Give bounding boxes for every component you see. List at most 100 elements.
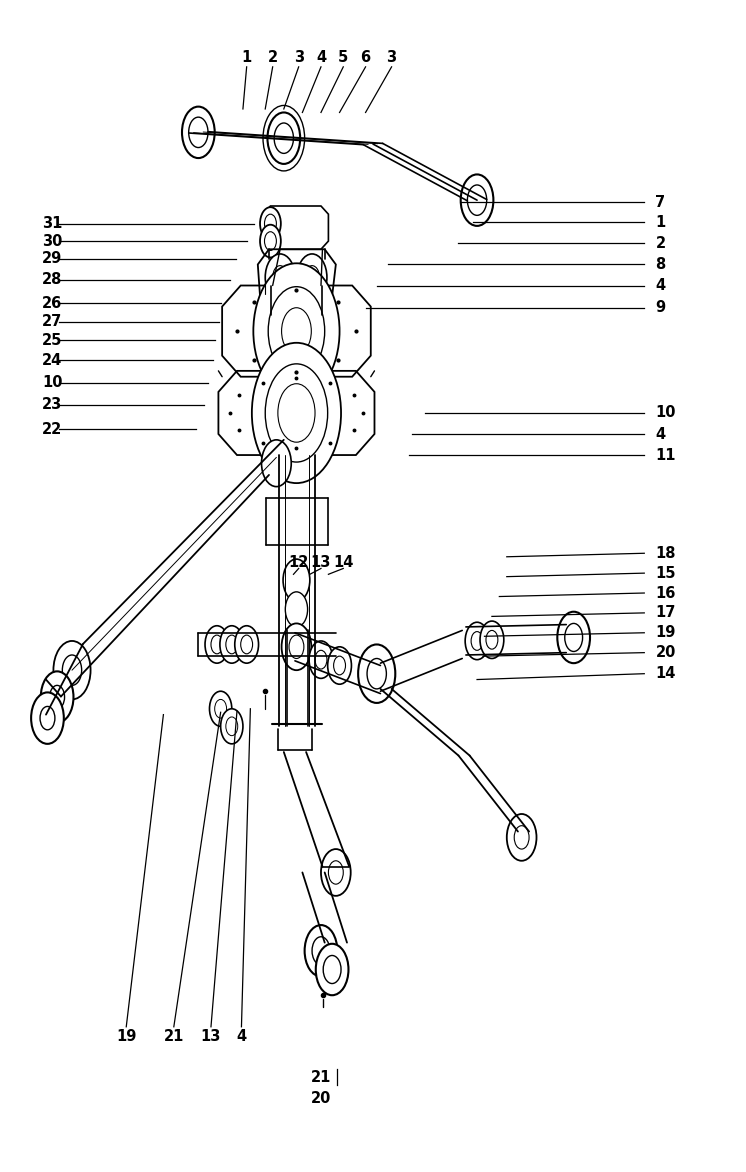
Circle shape (281, 624, 311, 670)
Circle shape (269, 287, 325, 375)
Text: 27: 27 (43, 314, 63, 329)
Text: 31: 31 (43, 216, 63, 231)
Circle shape (41, 672, 74, 723)
Text: 21: 21 (163, 1029, 184, 1043)
Text: 8: 8 (656, 257, 665, 272)
Circle shape (210, 691, 232, 727)
Circle shape (565, 624, 583, 652)
Circle shape (220, 626, 244, 663)
Text: 21: 21 (311, 1070, 331, 1084)
Circle shape (31, 693, 64, 744)
Circle shape (514, 826, 529, 849)
Circle shape (265, 214, 276, 233)
Circle shape (285, 592, 307, 627)
Circle shape (327, 647, 351, 684)
Circle shape (304, 925, 337, 976)
Text: 29: 29 (43, 251, 63, 266)
Circle shape (226, 635, 238, 654)
Text: 19: 19 (656, 626, 676, 640)
Circle shape (328, 860, 343, 884)
Circle shape (333, 656, 345, 675)
Circle shape (252, 342, 341, 483)
Text: 4: 4 (656, 278, 665, 293)
Circle shape (211, 635, 223, 654)
Circle shape (316, 943, 348, 995)
Circle shape (273, 266, 287, 289)
Circle shape (367, 659, 386, 689)
Circle shape (260, 207, 280, 240)
Text: 28: 28 (43, 272, 63, 287)
Circle shape (265, 232, 276, 251)
Text: 14: 14 (656, 666, 676, 681)
Text: 13: 13 (201, 1029, 221, 1043)
Circle shape (321, 849, 351, 895)
Text: 20: 20 (656, 645, 676, 660)
Text: 2: 2 (268, 50, 278, 64)
Text: 24: 24 (43, 353, 63, 368)
Circle shape (289, 635, 304, 659)
Text: 20: 20 (311, 1091, 331, 1105)
Text: 10: 10 (43, 375, 63, 390)
Circle shape (266, 363, 327, 462)
Circle shape (189, 117, 208, 148)
Circle shape (281, 308, 311, 354)
Circle shape (221, 709, 243, 744)
Circle shape (358, 645, 395, 703)
Text: 18: 18 (656, 546, 676, 560)
Circle shape (260, 225, 280, 258)
Text: 16: 16 (656, 586, 676, 600)
Text: 23: 23 (43, 397, 63, 413)
Text: 1: 1 (656, 214, 665, 230)
Circle shape (312, 936, 330, 965)
Text: 14: 14 (333, 556, 354, 570)
Circle shape (309, 641, 333, 679)
Text: 26: 26 (43, 295, 63, 311)
Circle shape (50, 686, 65, 709)
Text: 19: 19 (116, 1029, 137, 1043)
Circle shape (261, 293, 270, 307)
Circle shape (304, 266, 319, 289)
Text: 12: 12 (289, 556, 309, 570)
Text: 22: 22 (43, 422, 63, 437)
Circle shape (182, 107, 215, 158)
Circle shape (235, 626, 259, 663)
Text: 17: 17 (656, 606, 676, 620)
Circle shape (507, 815, 536, 860)
Circle shape (262, 440, 291, 486)
Text: 13: 13 (311, 556, 331, 570)
Text: 7: 7 (656, 195, 665, 210)
Text: 30: 30 (43, 233, 63, 248)
Text: 5: 5 (338, 50, 348, 64)
Circle shape (283, 559, 310, 601)
Circle shape (54, 641, 90, 700)
Text: 1: 1 (242, 50, 252, 64)
Text: 25: 25 (43, 333, 63, 348)
Circle shape (63, 655, 81, 686)
Text: 4: 4 (236, 1029, 246, 1043)
Text: 4: 4 (316, 50, 326, 64)
Circle shape (323, 955, 341, 983)
Circle shape (480, 621, 504, 659)
Text: 6: 6 (360, 50, 371, 64)
Text: 9: 9 (656, 300, 665, 315)
Circle shape (215, 700, 227, 718)
Circle shape (263, 305, 272, 319)
Text: 10: 10 (656, 406, 676, 421)
Text: 4: 4 (656, 427, 665, 442)
Circle shape (557, 612, 590, 663)
Text: 3: 3 (386, 50, 397, 64)
Circle shape (468, 185, 486, 216)
Circle shape (254, 264, 339, 398)
Circle shape (315, 650, 327, 669)
Circle shape (274, 123, 293, 154)
Circle shape (278, 383, 315, 442)
Text: 11: 11 (656, 448, 676, 463)
Circle shape (466, 622, 489, 660)
Text: 2: 2 (656, 236, 665, 251)
Circle shape (471, 632, 483, 650)
Circle shape (226, 717, 238, 736)
Circle shape (40, 707, 55, 730)
Text: 3: 3 (294, 50, 304, 64)
Circle shape (297, 254, 327, 301)
Text: 15: 15 (656, 566, 676, 580)
